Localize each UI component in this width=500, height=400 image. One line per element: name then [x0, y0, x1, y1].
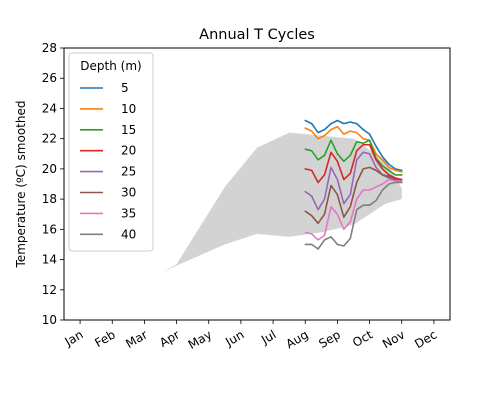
- series-line-depth-5: [304, 119, 403, 172]
- x-tick-label: Apr: [157, 327, 182, 350]
- legend-title: Depth (m): [80, 59, 141, 73]
- y-tick-label: 12: [42, 283, 57, 297]
- y-tick-label: 28: [42, 41, 57, 55]
- x-tick-label: Dec: [412, 327, 439, 351]
- chart-title: Annual T Cycles: [199, 27, 315, 43]
- y-tick-label: 20: [42, 162, 57, 176]
- legend-label-10: 10: [121, 102, 136, 116]
- x-tick-label: Sep: [316, 327, 343, 350]
- legend-label-35: 35: [121, 206, 136, 220]
- band-layer: [163, 132, 402, 272]
- legend-label-30: 30: [121, 186, 136, 200]
- x-tick-label: Feb: [92, 327, 117, 350]
- series-line-depth-15: [304, 139, 403, 176]
- x-tick-label: Jun: [222, 327, 246, 349]
- plot-area: [163, 119, 403, 272]
- x-tick-label: May: [186, 327, 214, 352]
- series-line-depth-30: [304, 166, 403, 225]
- series-line-depth-40: [304, 181, 403, 250]
- legend-box: [68, 52, 154, 252]
- legend-label-40: 40: [121, 227, 136, 241]
- x-tick-label: Aug: [283, 327, 310, 351]
- y-tick-label: 22: [42, 132, 57, 146]
- y-tick-label: 24: [42, 101, 57, 115]
- x-tick-label: Jul: [258, 327, 278, 347]
- x-tick-label: Oct: [350, 327, 375, 350]
- envelope-band: [163, 132, 402, 272]
- x-tick-label: Nov: [380, 327, 407, 351]
- legend: Depth (m) 5 10 15 20 25 30 35 40: [68, 52, 154, 252]
- y-tick-label: 16: [42, 222, 57, 236]
- legend-label-20: 20: [121, 144, 136, 158]
- y-tick-label: 10: [42, 313, 57, 327]
- series-layer: [304, 119, 403, 250]
- series-line-depth-10: [304, 125, 403, 173]
- y-tick-label: 18: [42, 192, 57, 206]
- legend-label-5: 5: [121, 81, 129, 95]
- y-axis: 10 12 14 16 18 20 22 24 26 28: [42, 41, 64, 327]
- x-tick-label: Jan: [62, 327, 86, 349]
- y-tick-label: 14: [42, 253, 57, 267]
- x-axis: Jan Feb Mar Apr May Jun Jul Aug Sep Oct Nov Dec: [62, 320, 439, 352]
- legend-label-25: 25: [121, 165, 136, 179]
- y-tick-label: 26: [42, 71, 57, 85]
- legend-entries: 5 10 15 20 25 30 35 40: [80, 81, 136, 241]
- legend-label-15: 15: [121, 123, 136, 137]
- y-axis-label: Temperature (ºC) smoothed: [14, 101, 28, 269]
- x-tick-label: Mar: [123, 327, 150, 350]
- series-line-depth-20: [304, 143, 403, 184]
- plot-frame: [63, 47, 451, 321]
- series-line-depth-35: [304, 178, 403, 241]
